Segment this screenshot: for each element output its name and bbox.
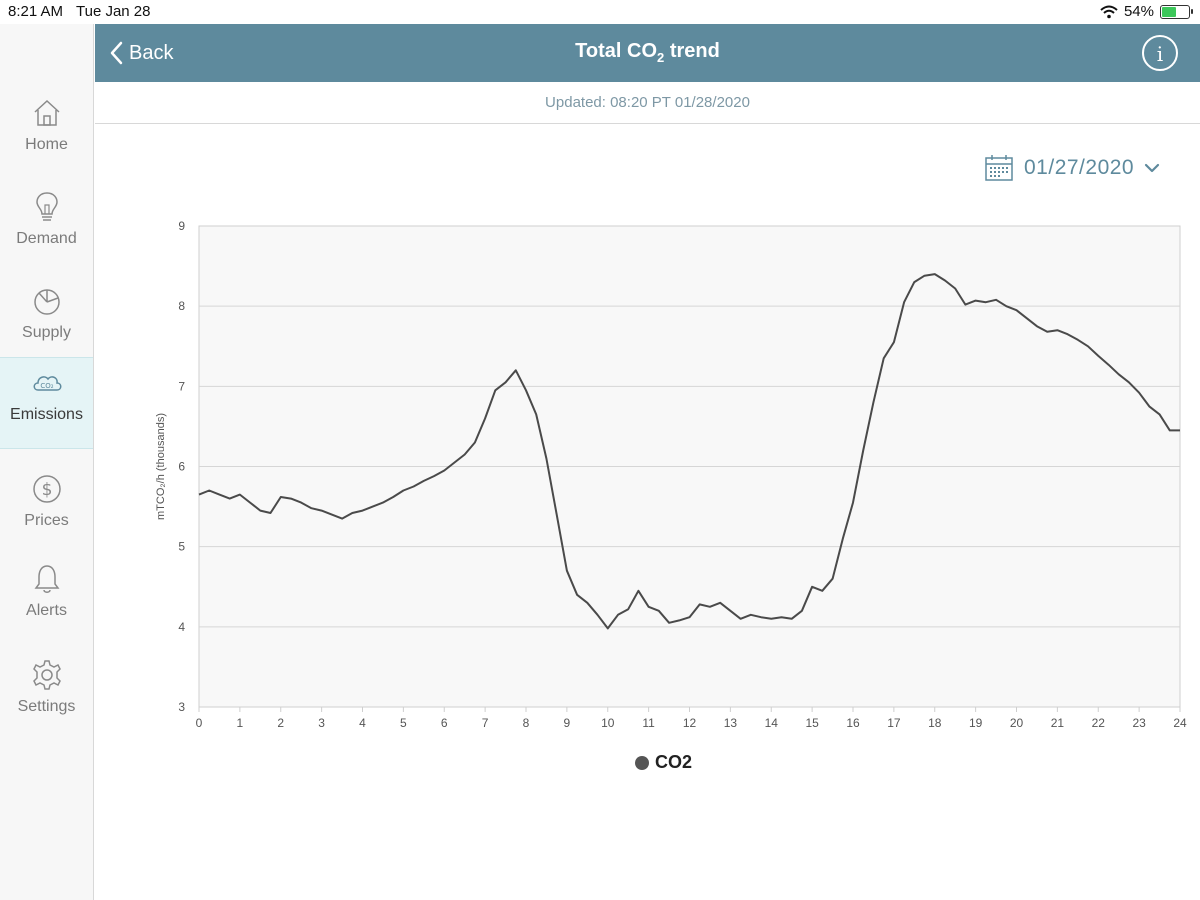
sidebar-item-demand[interactable]: Demand: [0, 182, 93, 274]
sidebar-item-prices[interactable]: $ Prices: [0, 464, 93, 556]
gear-icon: [32, 660, 61, 690]
chevron-down-icon: [1145, 163, 1160, 173]
x-tick-label: 16: [846, 716, 860, 730]
date-value: 01/27/2020: [1024, 156, 1135, 179]
x-tick-label: 7: [482, 716, 489, 730]
x-tick-label: 21: [1051, 716, 1065, 730]
sidebar-item-label: Supply: [22, 324, 71, 341]
x-tick-label: 18: [928, 716, 942, 730]
bell-icon: [34, 565, 59, 593]
dollar-icon: $: [32, 475, 61, 503]
home-icon: [33, 99, 60, 126]
y-tick-label: 9: [178, 219, 185, 233]
x-tick-label: 1: [237, 716, 244, 730]
y-tick-label: 6: [178, 460, 185, 474]
status-date: Tue Jan 28: [76, 3, 151, 20]
x-tick-label: 10: [601, 716, 615, 730]
x-tick-label: 24: [1173, 716, 1187, 730]
series-line-co2: [198, 273, 1180, 630]
y-tick-label: 4: [178, 620, 185, 634]
y-axis-label: mTCO₂/h (thousands): [155, 413, 167, 520]
x-tick-label: 0: [196, 716, 203, 730]
chart-legend[interactable]: CO2: [635, 752, 692, 773]
battery-icon: [1160, 4, 1193, 19]
sidebar: Home Demand Supply CO₂ Emissions $ Price…: [0, 24, 94, 900]
svg-text:$: $: [41, 480, 52, 500]
x-tick-label: 15: [805, 716, 819, 730]
sidebar-item-label: Emissions: [10, 406, 83, 423]
sidebar-item-emissions[interactable]: CO₂ Emissions: [0, 357, 93, 449]
pie-chart-icon: [33, 289, 60, 315]
title-end: trend: [664, 40, 720, 62]
x-tick-label: 8: [523, 716, 530, 730]
x-tick-label: 9: [564, 716, 571, 730]
app-header: Back Total CO2 trend i: [95, 24, 1200, 82]
battery-fill: [1162, 6, 1177, 17]
sidebar-item-home[interactable]: Home: [0, 88, 93, 180]
x-tick-label: 12: [683, 716, 697, 730]
updated-timestamp: Updated: 08:20 PT 01/28/2020: [95, 82, 1200, 124]
status-right: 54%: [1100, 3, 1193, 20]
date-picker[interactable]: 01/27/2020: [984, 152, 1160, 184]
x-tick-label: 4: [359, 716, 366, 730]
sidebar-item-supply[interactable]: Supply: [0, 276, 93, 368]
back-button[interactable]: Back: [109, 38, 173, 68]
legend-label: CO2: [655, 752, 693, 772]
x-tick-label: 20: [1010, 716, 1024, 730]
sidebar-item-label: Alerts: [26, 602, 67, 619]
lightbulb-icon: [35, 192, 58, 221]
sidebar-item-label: Prices: [24, 512, 69, 529]
co2-cloud-icon: CO₂: [33, 376, 61, 391]
x-tick-label: 3: [318, 716, 325, 730]
info-button[interactable]: i: [1142, 35, 1178, 71]
legend-marker: [635, 755, 649, 770]
title-subscript: 2: [657, 50, 665, 65]
x-tick-label: 2: [277, 716, 284, 730]
sidebar-item-settings[interactable]: Settings: [0, 650, 93, 742]
sidebar-item-label: Demand: [16, 230, 77, 247]
x-tick-label: 19: [969, 716, 983, 730]
calendar-icon: [985, 155, 1013, 181]
x-tick-label: 23: [1132, 716, 1146, 730]
status-bar: 8:21 AM Tue Jan 28 54%: [0, 0, 1200, 24]
page-title: Total CO2 trend: [95, 40, 1200, 65]
chevron-left-icon: [110, 41, 123, 65]
x-tick-label: 17: [887, 716, 901, 730]
y-tick-label: 7: [178, 379, 185, 393]
x-tick-label: 14: [765, 716, 779, 730]
x-tick-label: 5: [400, 716, 407, 730]
svg-text:CO₂: CO₂: [40, 382, 53, 390]
y-tick-label: 3: [178, 700, 185, 714]
title-main: Total CO: [575, 40, 658, 62]
sidebar-item-label: Home: [25, 136, 68, 153]
info-icon: i: [1156, 42, 1164, 66]
x-tick-label: 11: [642, 716, 655, 730]
sidebar-item-alerts[interactable]: Alerts: [0, 554, 93, 646]
wifi-icon: [1100, 5, 1118, 18]
back-label: Back: [129, 41, 174, 64]
sidebar-item-label: Settings: [17, 698, 76, 715]
x-tick-label: 6: [441, 716, 448, 730]
y-tick-label: 8: [178, 299, 185, 313]
status-time: 8:21 AM: [8, 3, 64, 20]
x-tick-label: 22: [1092, 716, 1106, 730]
y-tick-label: 5: [178, 540, 185, 554]
battery-percent: 54%: [1123, 3, 1154, 20]
x-tick-label: 13: [724, 716, 738, 730]
